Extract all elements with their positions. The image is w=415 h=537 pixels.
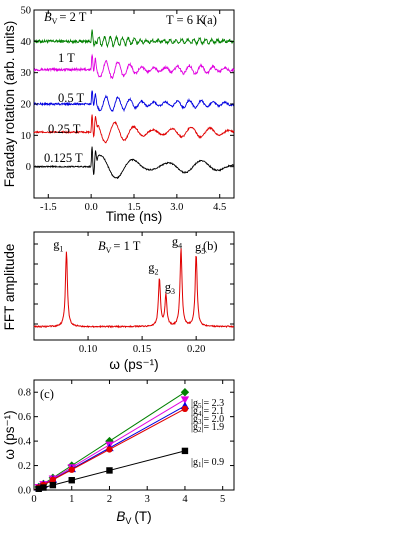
panel-c-xlabel: BV (T) [116,509,151,526]
point-g2 [68,466,75,473]
peak-label-g3: g3 [165,280,175,296]
xtick-label: -1.5 [40,202,57,213]
point-g2 [181,405,189,413]
panel-c-tag: (c) [40,387,54,401]
xtick-label: 0.15 [133,344,151,355]
peak-label-g5: g5 [195,240,205,256]
ytick-label: 0.2 [18,461,31,472]
point-g1 [68,477,75,484]
panel-a-temperature-label: T = 6 K [166,13,205,27]
xtick-label: 3.0 [170,202,183,213]
ytick-label: 0.8 [18,388,31,399]
xtick-label: 2 [107,494,112,505]
panel-c-ylabel: ω (ps⁻¹) [2,410,17,459]
panel-b-xlabel: ω (ps⁻¹) [109,357,158,372]
xtick-label: 4.5 [213,202,226,213]
panel-a-xlabel: Time (ns) [106,209,163,224]
panel-c-ticks: 0.0 0.2 0.4 0.6 0.8 0 1 2 3 4 5 [18,380,234,505]
ytick-label: 0.4 [18,437,32,448]
point-g1 [35,485,42,492]
trace-Bv2T [33,29,235,49]
ytick-label: 40 [21,37,32,48]
point-g1 [49,481,57,489]
peak-label-g1: g1 [53,237,63,253]
panel-b-field-label: BV = 1 T [98,239,141,255]
ytick-label: 50 [21,6,32,17]
panel-a-traces [33,29,235,180]
trace-1T [33,53,235,80]
ytick-label: 0 [26,162,31,173]
xtick-label: 0 [31,494,36,505]
fft-trace [33,248,235,329]
g-label-3: |g3|= 2.0 [191,414,224,426]
ytick-label: 10 [21,131,32,142]
panel-b-peak-labels: g1 g2 g3 g4 g5 [53,235,205,297]
ytick-label: 0.0 [18,486,31,497]
series-label: 0.5 T [58,91,85,105]
panel-c-data [33,388,190,492]
panel-b-ylabel: FFT amplitude [2,244,17,331]
xtick-label: 0.0 [85,202,98,213]
point-g5 [180,388,190,397]
panel-c: 0.0 0.2 0.4 0.6 0.8 0 1 2 3 4 5 |g5|= 2.3|g4|= 2.1… [2,379,235,526]
xtick-label: 0.10 [79,344,97,355]
trace-025T [33,114,235,144]
panel-a-tag: (a) [203,13,217,27]
point-g4 [180,396,190,404]
xtick-label: 1.5 [127,202,140,213]
panel-a-series-labels: BV = 2 T 1 T 0.5 T 0.25 T 0.125 T [44,10,87,165]
point-g2 [49,476,57,484]
xtick-label: 0.20 [187,344,205,355]
series-label: 0.25 T [48,122,81,136]
xtick-label: 5 [220,494,225,505]
panel-b: 0.10 0.15 0.20 g1 g2 g3 g4 g5 BV = 1 T (b) FFT … [2,231,235,372]
xtick-label: 4 [182,494,188,505]
series-label: 1 T [58,51,75,65]
ytick-label: 30 [21,68,32,79]
g-label-5: |g5|= 2.3 [191,398,224,410]
panel-b-tag: (b) [203,239,218,253]
panel-b-trace [33,248,235,329]
panel-c-g-labels: |g5|= 2.3|g4|= 2.1|g3|= 2.0|g2|= 1.9 |g1|… [191,398,224,469]
panel-b-frame [33,231,235,341]
panel-a-ylabel: Faraday rotation (arb. units) [2,21,17,188]
peak-label-g2: g2 [148,261,158,277]
series-label: 0.125 T [44,151,83,165]
g-label-4: |g4|= 2.1 [191,406,224,418]
point-g1 [40,484,47,491]
point-g2 [106,446,113,453]
series-label: BV = 2 T [44,10,87,26]
panel-b-ticks: 0.10 0.15 0.20 [34,232,234,355]
xtick-label: 1 [69,494,74,505]
xtick-label: 3 [145,494,150,505]
g-label-2: |g2|= 1.9 [191,422,224,434]
peak-label-g4: g4 [172,235,182,251]
panel-c-frame [33,379,235,491]
ytick-label: 0.6 [18,412,31,423]
trace-0125T [33,146,235,180]
trace-05T [33,90,235,113]
point-g1 [106,467,113,474]
point-g1 [181,447,189,455]
g-label-1: |g1|= 0.9 [191,457,224,469]
ytick-label: 20 [21,100,32,111]
panel-a-ticks: 0 10 20 30 40 50 -1.5 0.0 1.5 3.0 4.5 [21,6,234,213]
